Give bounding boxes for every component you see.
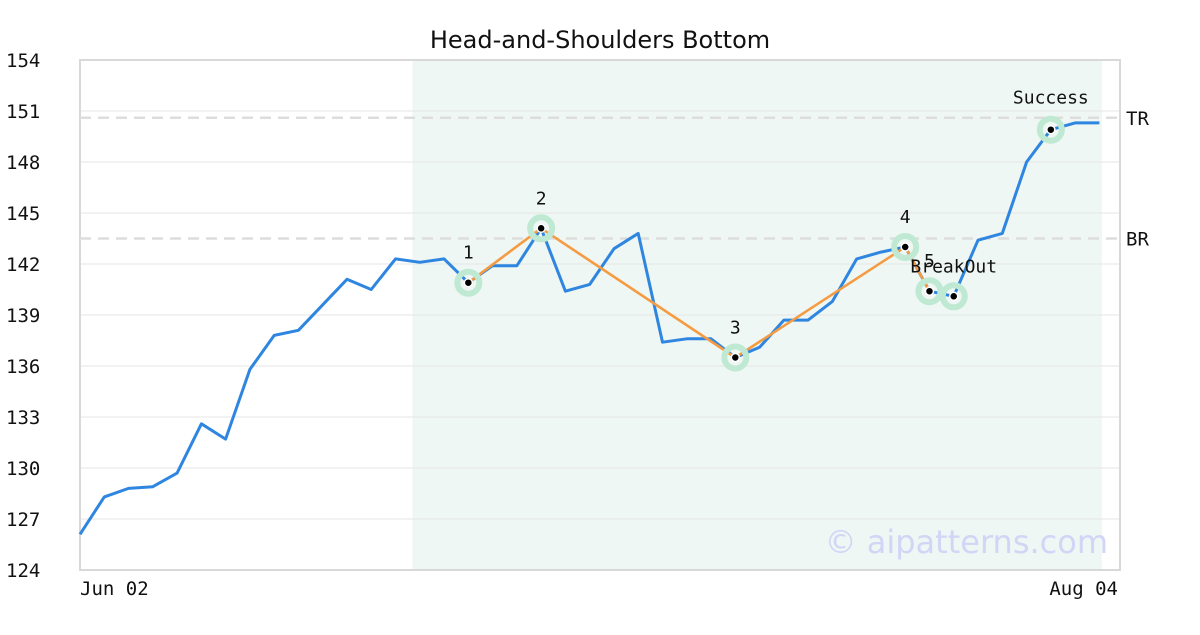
success-label: Success xyxy=(1013,88,1089,109)
y-tick-label: 148 xyxy=(6,152,40,174)
plot-frame xyxy=(79,59,1121,571)
chart-title: Head-and-Shoulders Bottom xyxy=(430,26,770,54)
pattern-point-label: 4 xyxy=(900,207,911,228)
y-tick-label: 139 xyxy=(6,305,40,327)
pattern-point-marker xyxy=(900,242,910,252)
level-label: BR xyxy=(1126,229,1149,251)
pattern-point-label: 3 xyxy=(730,318,741,339)
success-marker-halo xyxy=(1036,115,1065,144)
y-tick-label: 133 xyxy=(6,407,40,429)
pattern-point-marker-halo xyxy=(454,268,483,297)
level-label: TR xyxy=(1126,108,1149,130)
x-tick-label: Jun 02 xyxy=(80,578,149,600)
pattern-point-marker xyxy=(463,277,474,288)
success-marker xyxy=(1046,124,1056,135)
breakout-marker-halo xyxy=(939,282,968,311)
y-tick-label: 151 xyxy=(6,101,40,123)
pattern-point-marker-halo xyxy=(891,233,920,261)
y-tick-label: 130 xyxy=(6,458,40,480)
breakout-label: BreakOut xyxy=(910,256,997,277)
y-tick-label: 136 xyxy=(6,356,40,378)
pattern-point-marker xyxy=(924,286,935,296)
y-tick-label: 127 xyxy=(6,509,40,531)
pattern-point-label: 5 xyxy=(924,251,935,272)
y-tick-label: 124 xyxy=(6,560,40,582)
chart-background-layer: 124 127 130 133 136 139 142 145 148 151 154 TR BR 1 2 3… xyxy=(6,50,1149,582)
pattern-point-marker-halo xyxy=(915,277,944,306)
pattern-point-marker xyxy=(730,352,741,363)
pattern-point-marker-halo xyxy=(721,343,750,372)
y-tick-label: 145 xyxy=(6,203,40,225)
watermark: © aipatterns.com xyxy=(825,523,1108,561)
x-tick-label: Aug 04 xyxy=(1049,578,1118,600)
breakout-marker xyxy=(948,291,959,302)
y-tick-label: 142 xyxy=(6,254,40,276)
pattern-point-label: 1 xyxy=(463,243,474,264)
pattern-point-label: 2 xyxy=(536,188,547,209)
pattern-point-marker-halo xyxy=(527,214,556,243)
pattern-point-marker xyxy=(536,223,546,234)
y-tick-label: 154 xyxy=(6,50,40,72)
